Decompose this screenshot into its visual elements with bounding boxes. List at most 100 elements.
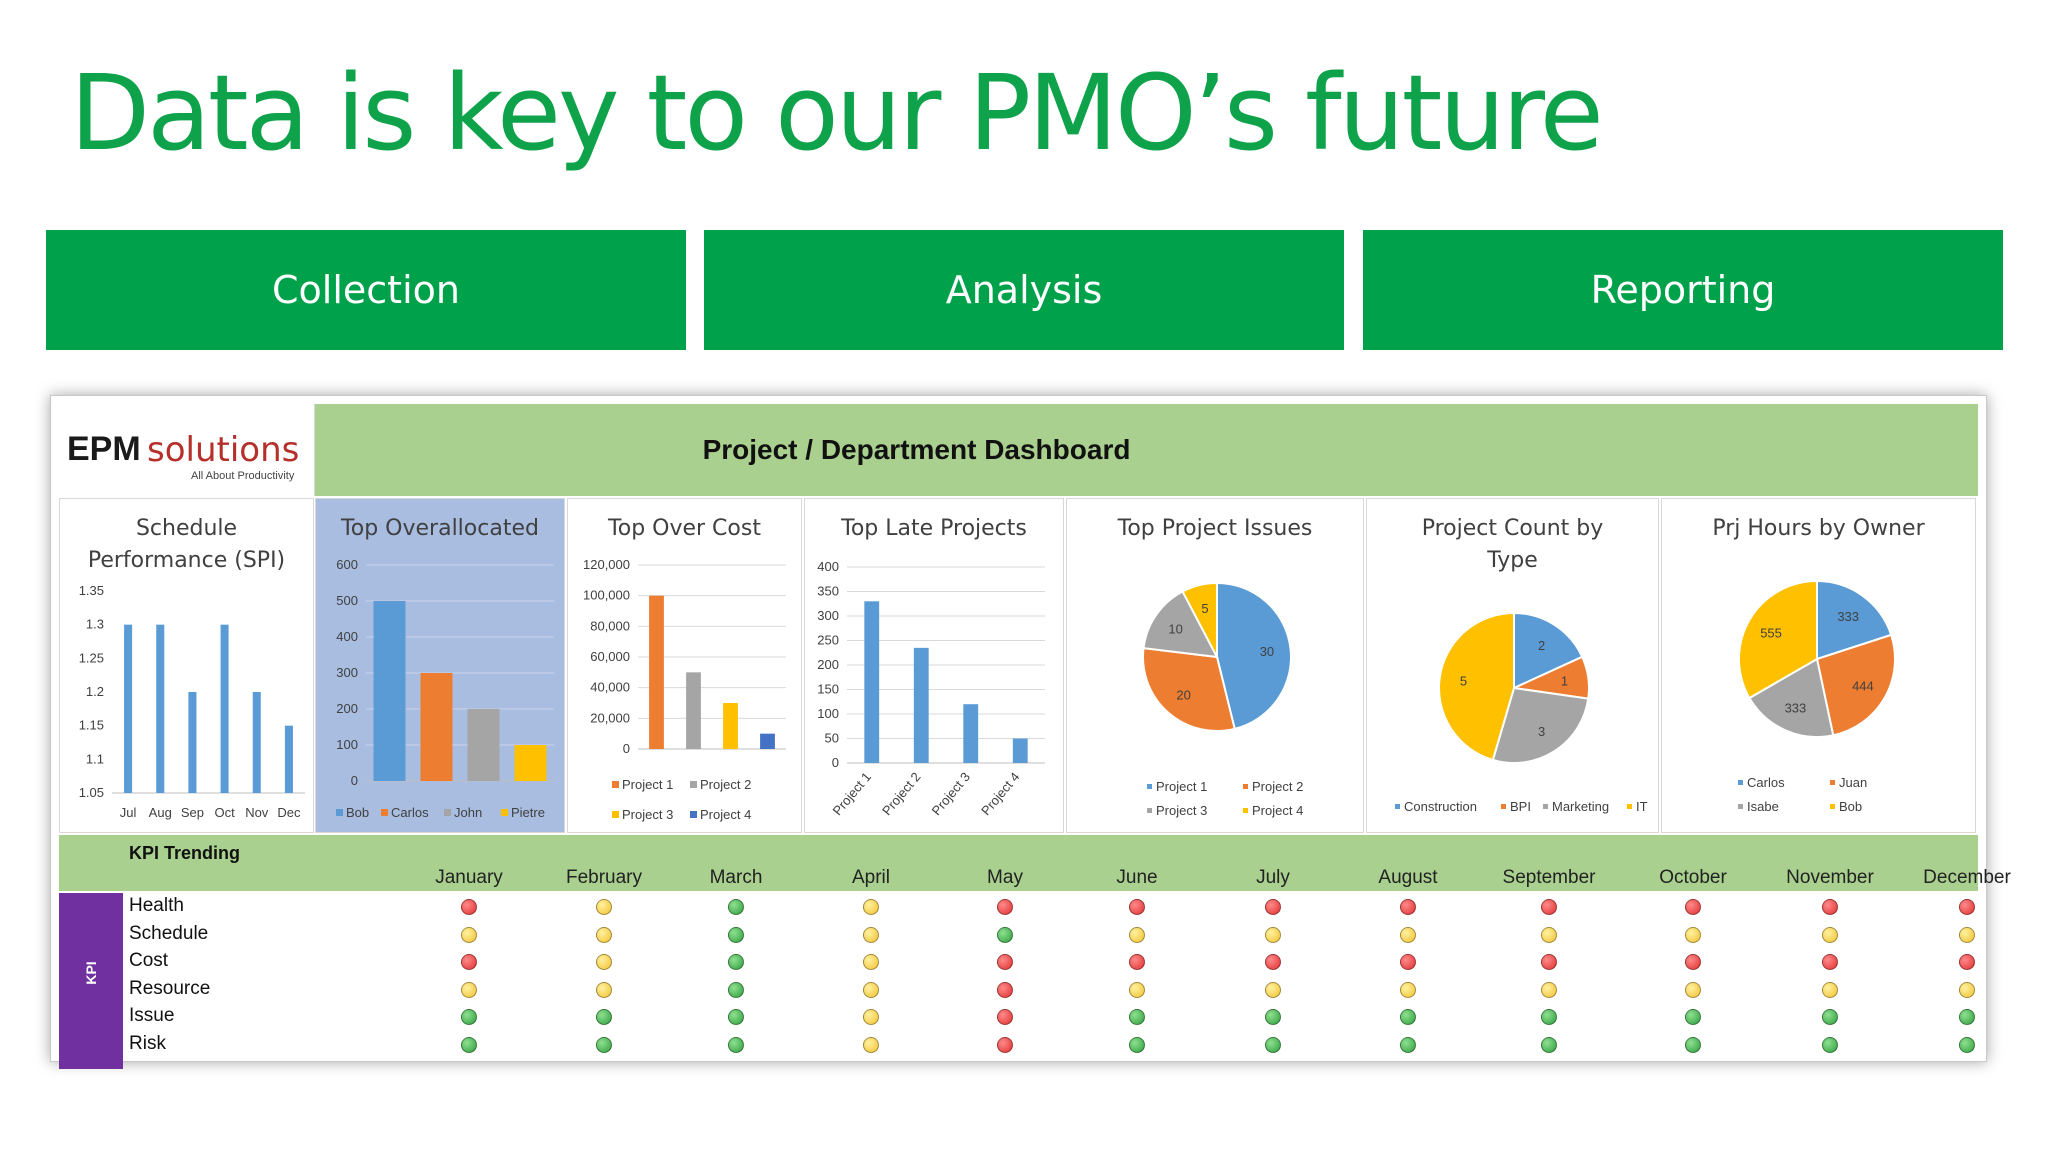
y-tick-label: 300 bbox=[817, 608, 839, 623]
pie-slice bbox=[1142, 590, 1219, 659]
kpi-status-red-icon bbox=[1959, 899, 1975, 915]
legend-label: Carlos bbox=[1747, 775, 1785, 790]
kpi-status-red-icon bbox=[1265, 954, 1281, 970]
kpi-row-label: Resource bbox=[129, 977, 211, 999]
kpi-status-green-icon bbox=[997, 926, 1013, 943]
month-header: January bbox=[435, 867, 503, 888]
y-tick-label: 100,000 bbox=[583, 588, 630, 603]
panel-count: Project Count by Type 2 1 3 5 Construction BP… bbox=[1366, 498, 1659, 833]
bar bbox=[252, 692, 261, 793]
y-tick-label: 500 bbox=[336, 593, 358, 608]
kpi-status-red-icon bbox=[997, 954, 1013, 970]
month-header: July bbox=[1256, 867, 1290, 888]
legend-label: Project 2 bbox=[1252, 779, 1303, 794]
kpi-table: KPI Health Schedule Cost Resource Issue Risk bbox=[59, 893, 1978, 1069]
kpi-status-yellow-icon bbox=[1265, 981, 1281, 998]
legend-label: Project 4 bbox=[700, 807, 751, 822]
kpi-status-yellow-icon bbox=[461, 926, 477, 943]
kpi-section-title: KPI Trending bbox=[129, 843, 241, 863]
y-tick-label: 250 bbox=[817, 633, 839, 648]
bar bbox=[156, 624, 165, 793]
y-tick-label: 0 bbox=[623, 741, 630, 756]
y-tick-label: 50 bbox=[825, 731, 839, 746]
overallocated-chart: 600 500 400 300 200 100 0 Bob Carlos John Pietre bbox=[336, 557, 554, 820]
y-tick-label: 120,000 bbox=[583, 557, 630, 572]
month-header: October bbox=[1659, 867, 1727, 888]
legend-label: Construction bbox=[1404, 799, 1477, 814]
kpi-status-yellow-icon bbox=[1959, 926, 1975, 943]
x-tick-label: Aug bbox=[149, 805, 172, 820]
kpi-status-green-icon bbox=[1541, 1009, 1557, 1025]
pie-data-label: 5 bbox=[1460, 674, 1467, 689]
kpi-status-green-icon bbox=[596, 1009, 612, 1025]
month-header: December bbox=[1923, 867, 2011, 888]
y-tick-label: 1.3 bbox=[86, 617, 104, 632]
kpi-side-label: KPI bbox=[59, 893, 123, 1069]
bar bbox=[864, 601, 880, 763]
spi-chart: 1.35 1.3 1.25 1.2 1.15 1.1 1.05 Jul Aug Sep Oct Nov… bbox=[79, 583, 305, 820]
kpi-status-red-icon bbox=[997, 981, 1013, 998]
pie-data-label: 333 bbox=[1785, 700, 1807, 715]
kpi-status-green-icon bbox=[1400, 1009, 1416, 1025]
kpi-status-green-icon bbox=[728, 954, 744, 970]
bar bbox=[963, 704, 979, 763]
kpi-status-green-icon bbox=[728, 1009, 744, 1025]
stage-analysis: Analysis bbox=[704, 230, 1344, 350]
x-tick-label: Sep bbox=[181, 805, 204, 820]
legend-label: Project 1 bbox=[1156, 779, 1207, 794]
pie-slice bbox=[1216, 581, 1292, 731]
kpi-status-red-icon bbox=[1685, 954, 1701, 970]
pie-slice bbox=[1181, 581, 1218, 658]
legend-swatch bbox=[444, 809, 451, 816]
legend-label: Marketing bbox=[1552, 799, 1609, 814]
legend-swatch bbox=[1830, 804, 1835, 809]
x-tick-label: Nov bbox=[245, 805, 269, 820]
panel-hours: Prj Hours by Owner 333 444 333 555 Carlos Jua… bbox=[1661, 498, 1976, 833]
kpi-status-red-icon bbox=[461, 899, 477, 915]
kpi-side-text: KPI bbox=[83, 961, 99, 985]
bar bbox=[220, 624, 229, 793]
chart-title: Prj Hours by Owner bbox=[1712, 516, 1925, 541]
chart-title: Top Overallocated bbox=[341, 516, 539, 541]
kpi-status-green-icon bbox=[1129, 1009, 1145, 1025]
month-header: April bbox=[851, 867, 891, 888]
kpi-status-yellow-icon bbox=[1400, 981, 1416, 998]
pie-slice bbox=[1491, 686, 1590, 764]
kpi-status-green-icon bbox=[728, 1036, 744, 1053]
kpi-status-green-icon bbox=[728, 981, 744, 998]
kpi-status-red-icon bbox=[461, 954, 477, 970]
kpi-status-green-icon bbox=[461, 1036, 477, 1053]
y-tick-label: 100 bbox=[817, 706, 839, 721]
legend-swatch bbox=[336, 809, 343, 816]
month-header: March bbox=[709, 867, 763, 888]
legend-swatch bbox=[690, 811, 697, 818]
chart-title: Top Late Projects bbox=[841, 516, 1027, 541]
bar bbox=[284, 725, 293, 793]
kpi-status-yellow-icon bbox=[1959, 981, 1975, 998]
legend-label: John bbox=[454, 805, 482, 820]
pie-slice bbox=[1513, 611, 1584, 690]
bar bbox=[373, 601, 406, 781]
legend-swatch bbox=[1243, 808, 1248, 813]
panel-late: Top Late Projects 400 350 300 250 200 150 100 5… bbox=[804, 498, 1064, 833]
y-tick-label: 350 bbox=[817, 584, 839, 599]
kpi-status-red-icon bbox=[1400, 899, 1416, 915]
legend-swatch bbox=[1738, 780, 1743, 785]
y-tick-label: 1.15 bbox=[79, 718, 104, 733]
kpi-status-green-icon bbox=[1959, 1036, 1975, 1053]
legend-label: Pietre bbox=[511, 805, 545, 820]
y-tick-label: 20,000 bbox=[590, 710, 630, 725]
slide-title: Data is key to our PMO’s future bbox=[70, 52, 1604, 174]
kpi-status-red-icon bbox=[997, 899, 1013, 915]
kpi-status-green-icon bbox=[1685, 1036, 1701, 1053]
bar bbox=[723, 703, 738, 749]
legend-swatch bbox=[501, 809, 508, 816]
bar bbox=[649, 595, 664, 749]
y-tick-label: 1.25 bbox=[79, 650, 104, 665]
logo-tagline: All About Productivity bbox=[191, 470, 295, 482]
kpi-status-green-icon bbox=[1822, 1036, 1838, 1053]
bar bbox=[760, 733, 775, 749]
legend-swatch bbox=[1147, 808, 1152, 813]
kpi-status-yellow-icon bbox=[596, 981, 612, 998]
kpi-status-red-icon bbox=[1400, 954, 1416, 970]
